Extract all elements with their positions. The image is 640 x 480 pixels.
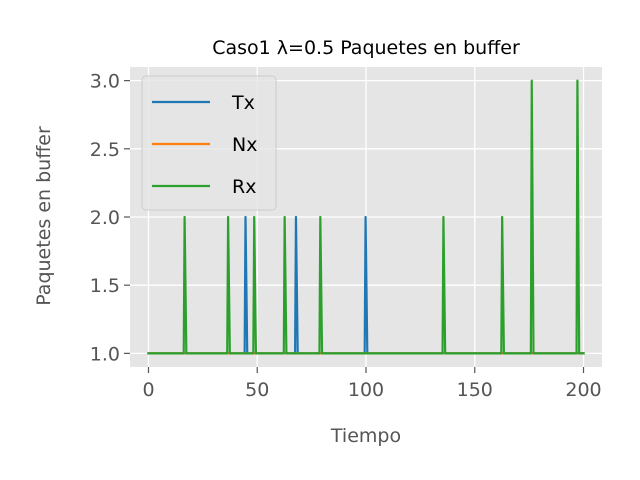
x-axis-label: Tiempo <box>330 425 401 447</box>
y-tick-label: 3.0 <box>90 71 120 93</box>
x-tick-label: 200 <box>565 379 601 401</box>
legend-label-rx: Rx <box>232 176 256 198</box>
series-line-tx <box>147 215 585 355</box>
chart-title: Caso1 λ=0.5 Paquetes en buffer <box>212 37 520 59</box>
y-tick-label: 1.0 <box>90 343 120 365</box>
x-tick-label: 100 <box>348 379 384 401</box>
ticks: 0 50 100 150 200 1.0 1.5 2.0 2.5 3.0 <box>90 71 602 401</box>
series-layer <box>147 79 585 355</box>
x-tick-label: 50 <box>245 379 269 401</box>
y-tick-label: 2.0 <box>90 207 120 229</box>
legend-label-nx: Nx <box>232 134 257 156</box>
y-axis-label: Paquetes en buffer <box>33 126 55 306</box>
y-tick-label: 2.5 <box>90 139 120 161</box>
legend: Tx Nx Rx <box>141 75 277 211</box>
series-line-rx <box>147 79 585 355</box>
x-tick-label: 0 <box>142 379 154 401</box>
x-tick-label: 150 <box>457 379 493 401</box>
y-tick-label: 1.5 <box>90 275 120 297</box>
legend-label-tx: Tx <box>231 92 255 114</box>
